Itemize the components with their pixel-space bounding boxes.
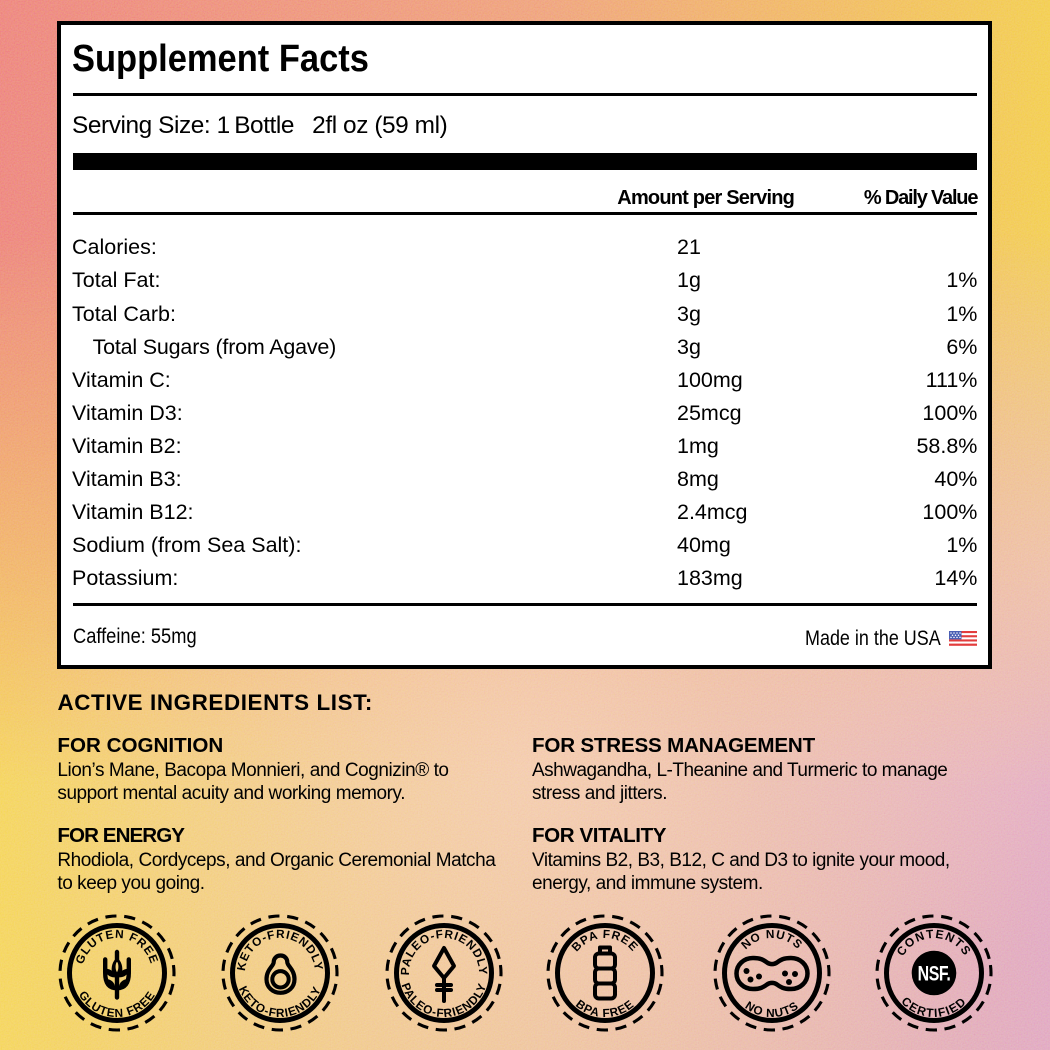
svg-text:NO NUTS: NO NUTS (743, 998, 802, 1020)
svg-text:NSF.: NSF. (918, 962, 951, 986)
svg-text:BPA FREE: BPA FREE (573, 997, 637, 1020)
svg-text:KETO-FRIENDLY: KETO-FRIENDLY (234, 927, 326, 972)
